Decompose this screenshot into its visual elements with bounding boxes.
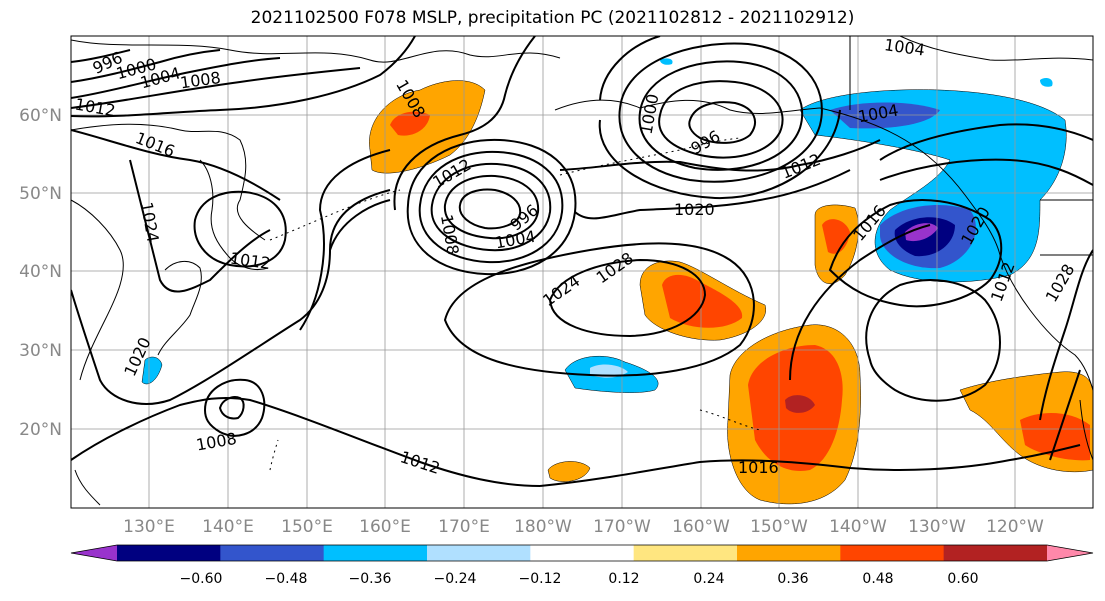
isobar-1020-west bbox=[71, 189, 391, 405]
lat-label: 30°N bbox=[19, 341, 62, 361]
lat-label: 40°N bbox=[19, 262, 62, 282]
isobar-label: 1020 bbox=[674, 200, 715, 219]
colorbar-segment bbox=[840, 545, 945, 561]
isobar-1008-sw-high bbox=[203, 378, 266, 437]
lon-label: 150°E bbox=[281, 517, 333, 537]
colorbar-tick-label: 0.24 bbox=[693, 571, 724, 587]
isobar-1020-main bbox=[329, 169, 851, 251]
isobar-1016-south bbox=[539, 444, 1081, 487]
colorbar-extend-max bbox=[1047, 545, 1093, 561]
isobar-996-west bbox=[71, 49, 131, 63]
colorbar-tick-label: −0.60 bbox=[180, 571, 223, 587]
isobar-1004-west bbox=[71, 57, 281, 99]
colorbar-tick-label: −0.36 bbox=[349, 571, 392, 587]
colorbar-tick-label: 0.36 bbox=[777, 571, 808, 587]
longitude-labels: 130°E 140°E 150°E 160°E 170°E 180°W 170°… bbox=[123, 517, 1044, 537]
isobars bbox=[71, 36, 1093, 487]
isobar-1028-high bbox=[548, 258, 707, 338]
isobar-1024-high bbox=[443, 242, 755, 377]
latitude-labels: 60°N 50°N 40°N 30°N 20°N bbox=[19, 106, 62, 440]
colorbar-extend-min bbox=[71, 545, 117, 561]
colorbar-segment bbox=[737, 545, 841, 561]
isobar-1016-ne bbox=[828, 199, 1003, 308]
lon-label: 170°E bbox=[438, 517, 490, 537]
colorbar-tick-label: 0.48 bbox=[862, 571, 893, 587]
isobar-1000-west bbox=[71, 49, 221, 83]
lon-label: 170°W bbox=[593, 517, 651, 537]
colorbar-tick-label: −0.24 bbox=[434, 571, 477, 587]
coastlines bbox=[71, 36, 1093, 506]
colorbar-segment bbox=[427, 545, 531, 561]
isobar-1012-west-low bbox=[193, 190, 287, 268]
isobar-label: 1004 bbox=[883, 35, 926, 59]
colorbar-tick-label: −0.48 bbox=[265, 571, 308, 587]
isobar-1024-west bbox=[129, 159, 271, 293]
colorbar-segment bbox=[220, 545, 325, 561]
lon-label: 120°W bbox=[986, 517, 1044, 537]
lon-label: 180°W bbox=[514, 517, 572, 537]
colorbar-tick-label: 0.12 bbox=[608, 571, 639, 587]
map-frame bbox=[70, 35, 1094, 509]
colorbar-tick-label: −0.12 bbox=[519, 571, 562, 587]
colorbar-segment bbox=[117, 545, 221, 561]
lat-label: 60°N bbox=[19, 106, 62, 126]
colorbar bbox=[70, 544, 1094, 562]
colorbar-tick-label: 0.60 bbox=[947, 571, 978, 587]
isobar-1012-west bbox=[71, 36, 416, 118]
lon-label: 140°E bbox=[202, 517, 254, 537]
colorbar-outline bbox=[70, 544, 1094, 562]
colorbar-segment bbox=[323, 545, 428, 561]
colorbar-labels: −0.60 −0.48 −0.36 −0.24 −0.12 0.12 0.24 … bbox=[180, 571, 979, 587]
isobar-1008-west bbox=[71, 67, 361, 109]
lon-label: 150°W bbox=[750, 517, 808, 537]
lon-label: 130°E bbox=[123, 517, 175, 537]
lat-label: 20°N bbox=[19, 420, 62, 440]
colorbar-segment bbox=[633, 545, 738, 561]
map-title: 2021102500 F078 MSLP, precipitation PC (… bbox=[250, 8, 855, 28]
precip-kamchatka bbox=[369, 80, 486, 174]
lon-label: 130°W bbox=[908, 517, 966, 537]
colorbar-segment bbox=[530, 545, 635, 561]
isobar-1016-west bbox=[71, 129, 281, 201]
lon-label: 160°W bbox=[672, 517, 730, 537]
lat-label: 50°N bbox=[19, 184, 62, 204]
lon-label: 140°W bbox=[829, 517, 887, 537]
isobar-1012-south bbox=[71, 396, 541, 487]
colorbar-segment bbox=[943, 545, 1048, 561]
lon-label: 160°E bbox=[359, 517, 411, 537]
graticule bbox=[71, 36, 1093, 508]
isobar-label: 1016 bbox=[738, 458, 779, 477]
